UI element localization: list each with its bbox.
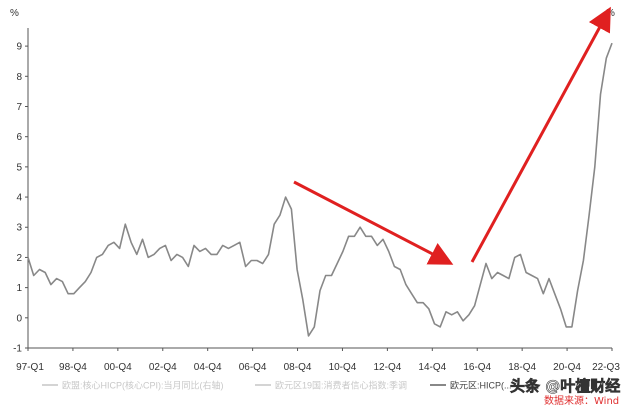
x-tick-label: 20-Q4 <box>553 362 581 373</box>
y-tick-label: 4 <box>16 193 22 204</box>
x-tick-label: 02-Q4 <box>149 362 177 373</box>
legend-label: 欧盟:核心HICP(核心CPI):当月同比(右轴) <box>62 380 224 391</box>
y-tick-label: -1 <box>13 344 22 355</box>
y-tick-label: 0 <box>16 313 22 324</box>
x-tick-label: 04-Q4 <box>194 362 222 373</box>
left-unit-label: % <box>10 8 19 19</box>
x-axis: 97-Q1 98-Q4 00-Q4 02-Q4 04-Q4 06-Q4 08-Q4 10-Q4… <box>16 348 620 373</box>
x-tick-label: 97-Q1 <box>16 362 44 373</box>
y-tick-label: 9 <box>16 42 22 53</box>
y-tick-label: 6 <box>16 132 22 143</box>
watermark: 头条 @叶檀财经 <box>510 377 620 395</box>
x-tick-label: 22-Q3 <box>592 362 620 373</box>
legend: 欧盟:核心HICP(核心CPI):当月同比(右轴) 欧元区19国:消费者信心指数:… <box>42 380 512 391</box>
source-note: 数据来源：Wind <box>544 394 619 407</box>
x-tick-label: 00-Q4 <box>104 362 132 373</box>
x-tick-label: 10-Q4 <box>329 362 357 373</box>
annotation-arrow-up <box>470 6 611 263</box>
annotation-arrow-down <box>293 180 454 265</box>
x-tick-label: 12-Q4 <box>373 362 401 373</box>
y-tick-label: 8 <box>16 72 22 83</box>
hicp-series-line <box>27 42 613 337</box>
y-tick-label: 2 <box>16 253 22 264</box>
y-axis: -1 0 1 2 3 4 5 6 7 8 9 <box>13 42 28 355</box>
x-tick-label: 98-Q4 <box>59 362 87 373</box>
y-tick-label: 5 <box>16 162 22 173</box>
y-tick-label: 3 <box>16 223 22 234</box>
legend-label: 欧元区:HICP(... <box>450 380 512 391</box>
legend-label: 欧元区19国:消费者信心指数:季调 <box>275 380 407 391</box>
x-tick-label: 18-Q4 <box>508 362 536 373</box>
x-tick-label: 06-Q4 <box>239 362 267 373</box>
y-tick-label: 7 <box>16 102 22 113</box>
x-tick-label: 08-Q4 <box>284 362 312 373</box>
y-tick-label: 1 <box>16 283 22 294</box>
x-tick-label: 16-Q4 <box>463 362 491 373</box>
x-tick-label: 14-Q4 <box>418 362 446 373</box>
